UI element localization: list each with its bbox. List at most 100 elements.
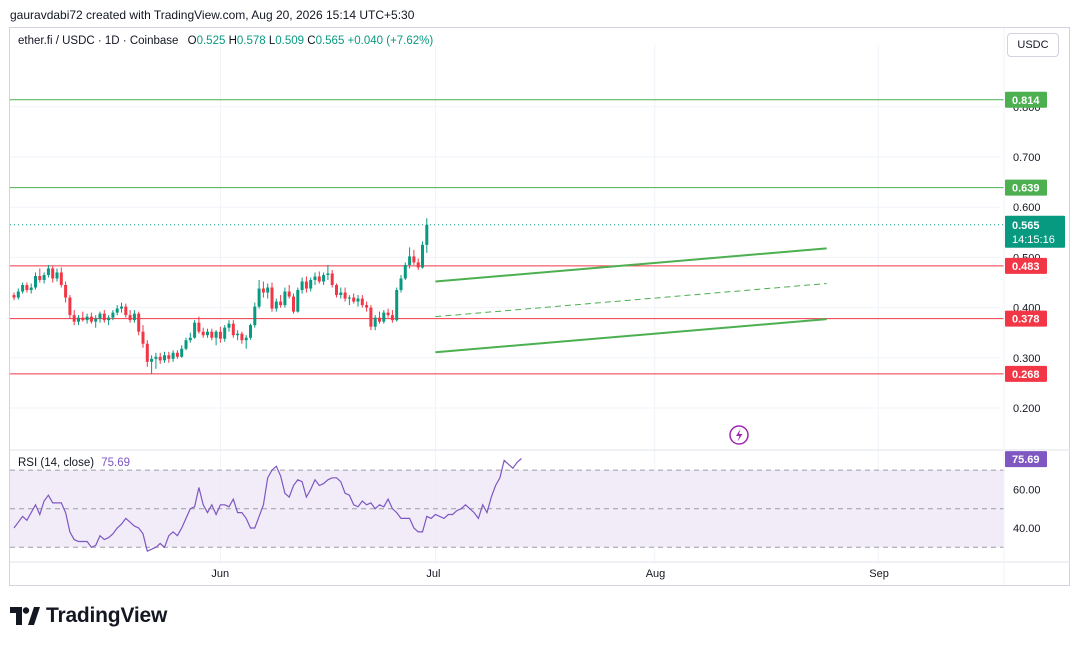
time-x-tick: Sep: [869, 568, 889, 580]
rsi-y-tick: 40.00: [1013, 523, 1041, 535]
price-y-tick: 0.700: [1013, 152, 1041, 164]
candle-body: [46, 268, 50, 275]
candle-body: [313, 276, 317, 280]
candle-body: [283, 291, 287, 306]
support-level-tag: [1005, 257, 1047, 274]
tradingview-logo-icon: [10, 607, 40, 625]
rsi-line: [13, 458, 522, 553]
candle-body: [167, 355, 171, 359]
candle-body: [335, 285, 338, 296]
resistance-level-label: 0.814: [1012, 95, 1040, 107]
candle-body: [270, 287, 274, 309]
candle-body: [163, 355, 166, 361]
channel-lower-line: [435, 318, 827, 354]
last-price-label: 0.565: [1012, 220, 1040, 232]
candle-body: [378, 317, 381, 322]
candle-body: [81, 317, 85, 321]
candle-body: [231, 323, 235, 336]
candle-body: [197, 322, 201, 332]
candle-body: [55, 272, 59, 279]
candle-body: [399, 278, 403, 291]
candle-body: [29, 287, 33, 291]
candle-body: [171, 352, 175, 359]
candle-body: [365, 305, 369, 308]
support-level-label: 0.268: [1012, 369, 1040, 381]
candle-body: [214, 331, 218, 338]
candle-body: [94, 318, 98, 322]
chart-frame: [9, 27, 1070, 586]
support-level-tag: [1005, 365, 1047, 382]
rsi-legend-value: 75.69: [101, 457, 131, 469]
candle-body: [201, 331, 205, 336]
candle-body: [309, 279, 313, 289]
candle-body: [137, 313, 141, 332]
resistance-level-label: 0.639: [1012, 183, 1040, 195]
rsi-label[interactable]: RSI (14, close): [18, 457, 95, 469]
candle-body: [184, 340, 188, 349]
tradingview-logo[interactable]: TradingView: [10, 604, 167, 628]
candle-body: [266, 287, 270, 293]
candle-body: [145, 343, 149, 362]
candle-body: [244, 337, 248, 341]
candle-body: [386, 312, 390, 316]
candle-body: [188, 337, 192, 341]
currency-button[interactable]: USDC: [1007, 33, 1059, 57]
candle-body: [128, 315, 132, 321]
candle-body: [240, 333, 244, 341]
time-x-tick: Aug: [646, 568, 666, 580]
rsi-y-tick: 60.00: [1013, 484, 1041, 496]
support-level-label: 0.483: [1012, 261, 1040, 273]
low-value: 0.509: [275, 35, 305, 47]
candle-body: [132, 313, 136, 321]
high-value: 0.578: [236, 35, 266, 47]
candle-body: [425, 224, 429, 245]
candle-body: [403, 264, 407, 279]
candle-body: [102, 313, 106, 321]
candle-body: [193, 322, 197, 338]
candle-body: [141, 331, 145, 344]
resistance-level-tag: [1005, 91, 1047, 108]
tradingview-wordmark: TradingView: [46, 604, 168, 627]
rsi-legend: RSI (14, close) 75.69: [18, 457, 130, 469]
candle-body: [261, 288, 265, 293]
candle-body: [120, 306, 123, 309]
close-label: C: [307, 35, 316, 47]
candle-body: [352, 297, 356, 302]
candle-body: [38, 275, 42, 280]
ohlc-legend: ether.fi / USDC · 1D · Coinbase O0.525 H…: [18, 35, 433, 47]
rsi-value-label: 75.69: [1012, 454, 1040, 466]
candle-body: [339, 292, 343, 296]
close-value: 0.565: [315, 35, 345, 47]
candle-body: [253, 306, 257, 326]
candle-body: [64, 285, 68, 298]
candle-body: [274, 301, 278, 309]
chart-header-credit: gauravdabi72 created with TradingView.co…: [10, 8, 415, 22]
symbol-name[interactable]: ether.fi / USDC · 1D · Coinbase: [18, 35, 179, 47]
candle-body: [85, 316, 89, 321]
candle-body: [42, 274, 46, 280]
candle-body: [322, 274, 326, 282]
price-y-tick: 0.300: [1013, 353, 1041, 365]
candle-body: [107, 317, 111, 321]
candle-body: [421, 244, 424, 268]
candle-body: [390, 315, 394, 321]
candle-body: [12, 295, 16, 298]
price-y-tick: 0.600: [1013, 202, 1041, 214]
candle-body: [343, 292, 347, 299]
candle-body: [223, 327, 227, 339]
countdown-label: 14:15:16: [1012, 234, 1055, 246]
high-label: H: [228, 35, 237, 47]
candle-body: [98, 313, 102, 319]
candle-body: [236, 333, 240, 336]
time-x-tick: Jul: [426, 568, 440, 580]
candle-body: [59, 272, 63, 286]
candle-body: [21, 285, 25, 292]
low-label: L: [268, 35, 276, 47]
support-level-tag: [1005, 310, 1047, 327]
resistance-level-tag: [1005, 179, 1047, 196]
price-y-tick: 0.200: [1013, 403, 1041, 415]
channel-middle-line: [435, 283, 827, 318]
candle-body: [154, 356, 158, 359]
alert-bolt-glyph: [736, 429, 743, 442]
